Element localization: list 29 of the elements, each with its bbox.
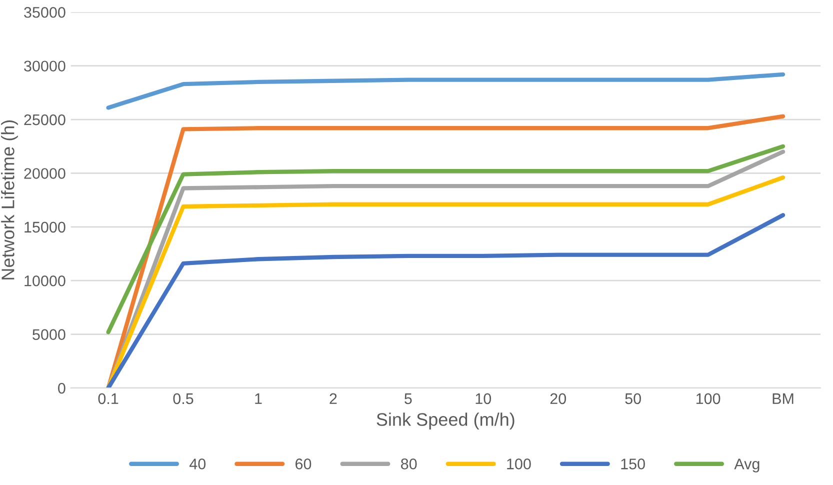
legend-label: 80 (401, 458, 417, 470)
x-tick-label: 0.5 (173, 393, 194, 404)
y-tick-label: 20000 (24, 168, 66, 179)
y-tick-label: 10000 (24, 275, 66, 286)
x-tick-label: 0.1 (98, 393, 118, 404)
legend-label: 100 (507, 458, 531, 470)
x-tick-label: 1 (255, 393, 262, 404)
y-tick-label: 25000 (24, 114, 66, 126)
x-tick-label: 10 (476, 393, 492, 404)
x-axis-title: Sink Speed (m/h) (376, 412, 514, 430)
y-tick-label: 30000 (24, 60, 66, 72)
y-tick-label: 0 (58, 382, 66, 394)
line-series (106, 213, 786, 388)
legend-label: 40 (190, 458, 206, 470)
legend-label: 150 (621, 458, 645, 470)
y-axis-title: Network Lifetime (h) (1, 120, 18, 280)
y-tick-label: 35000 (24, 6, 66, 18)
x-tick-label: BM (772, 393, 794, 404)
x-tick-label: 20 (550, 393, 566, 404)
x-tick-label: 2 (330, 393, 337, 404)
line-series (106, 72, 786, 110)
line-series (106, 144, 786, 334)
x-tick-label: 50 (625, 393, 641, 404)
legend-label: Avg (734, 458, 760, 472)
x-tick-label: 5 (404, 393, 412, 404)
x-tick-label: 100 (696, 393, 720, 404)
legend-label: 60 (296, 458, 312, 470)
y-tick-label: 5000 (32, 329, 66, 340)
y-tick-label: 15000 (24, 222, 66, 233)
